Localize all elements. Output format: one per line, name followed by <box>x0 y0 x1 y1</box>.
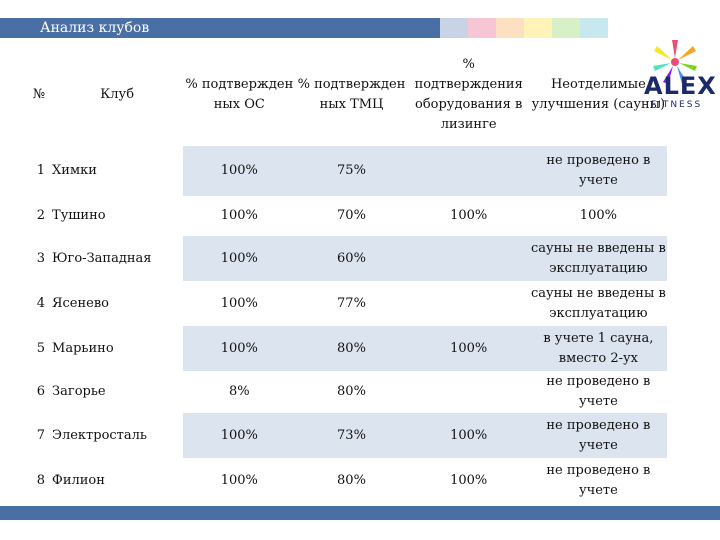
cell-lease: 100% <box>407 413 530 458</box>
cell-tmc: 75% <box>295 146 408 196</box>
cell-num: 6 <box>36 384 46 399</box>
cell-club: Электросталь <box>52 427 147 443</box>
cell-lease: 100% <box>407 326 530 371</box>
table-header-row: № Клуб % подтвержден ных ОС % подтвержде… <box>22 44 667 146</box>
table-row: 3 Юго-Западная 100% 60% сауны не введены… <box>22 236 667 281</box>
cell-sauna: сауны не введены в эксплуатацию <box>529 236 667 281</box>
cell-os: 100% <box>183 413 296 458</box>
swatch <box>552 18 580 38</box>
cell-num: 2 <box>36 208 46 223</box>
cell-lease <box>408 371 530 413</box>
cell-tmc: 70% <box>337 208 366 223</box>
table-row: 7 Электросталь 100% 73% 100% не проведен… <box>22 413 667 458</box>
logo-subtitle: FITNESS <box>651 100 703 110</box>
swatch <box>524 18 552 38</box>
color-swatches <box>440 18 608 38</box>
cell-club: Юго-Западная <box>52 250 152 266</box>
cell-num: 5 <box>36 340 46 356</box>
cell-tmc: 60% <box>295 236 408 281</box>
cell-lease: 100% <box>450 472 488 488</box>
cell-num: 3 <box>36 250 46 266</box>
cell-tmc: 77% <box>337 295 366 311</box>
cell-num: 7 <box>36 427 46 443</box>
cell-club: Филион <box>52 472 105 488</box>
swatch <box>580 18 608 38</box>
swatch <box>496 18 524 38</box>
header-bar <box>0 18 440 38</box>
cell-os: 100% <box>183 326 296 371</box>
cell-os: 100% <box>220 208 258 223</box>
cell-sauna: не проведено в учете <box>546 462 651 498</box>
cell-lease <box>408 281 530 326</box>
swatch <box>468 18 496 38</box>
table-row: 4 Ясенево 100% 77% сауны не введены в эк… <box>22 281 667 326</box>
cell-os: 100% <box>183 236 296 281</box>
cell-sauna: не проведено в учете <box>529 413 667 458</box>
table-row: 8 Филион 100% 80% 100% не проведено в уч… <box>22 458 667 503</box>
cell-os: 100% <box>220 472 258 488</box>
cell-tmc: 80% <box>337 384 366 399</box>
page-title: Анализ клубов <box>40 20 150 36</box>
cell-club: Загорье <box>52 384 106 399</box>
header-club: Клуб <box>100 87 135 102</box>
cell-lease <box>407 146 530 196</box>
swatch <box>440 18 468 38</box>
table-row: 5 Марьино 100% 80% 100% в учете 1 сауна,… <box>22 326 667 371</box>
cell-sauna: 100% <box>579 208 617 223</box>
cell-num: 1 <box>36 163 46 178</box>
footer-bar <box>0 506 720 520</box>
cell-sauna: сауны не введены в эксплуатацию <box>530 285 666 321</box>
cell-lease <box>407 236 530 281</box>
cell-club: Химки <box>52 163 97 178</box>
table-row: 2 Тушино 100% 70% 100% 100% <box>22 196 667 236</box>
cell-club: Марьино <box>52 340 114 356</box>
cell-os: 100% <box>183 146 296 196</box>
cell-tmc: 80% <box>295 326 408 371</box>
cell-tmc: 73% <box>295 413 408 458</box>
header-sauna: Неотделимые улучшения (сауны) <box>531 77 666 112</box>
cell-club: Тушино <box>52 208 106 223</box>
cell-os: 8% <box>229 384 250 399</box>
cell-num: 8 <box>36 472 46 488</box>
header-tmc: % подтвержден ных ТМЦ <box>297 77 406 112</box>
table-row: 1 Химки 100% 75% не проведено в учете <box>22 146 667 196</box>
alex-fitness-logo-icon <box>653 40 697 84</box>
cell-os: 100% <box>220 295 258 311</box>
cell-lease: 100% <box>450 208 488 223</box>
header-lease: % подтверждения оборудования в лизинге <box>414 57 523 132</box>
cell-tmc: 80% <box>337 472 366 488</box>
cell-club: Ясенево <box>52 295 110 311</box>
cell-sauna: не проведено в учете <box>529 146 667 196</box>
cell-num: 4 <box>36 295 46 311</box>
cell-sauna: в учете 1 сауна, вместо 2-ух <box>529 326 667 371</box>
logo-wordmark: ALEX <box>644 72 717 100</box>
header-num: № <box>32 87 46 102</box>
header-os: % подтвержден ных ОС <box>185 77 294 112</box>
clubs-table: № Клуб % подтвержден ных ОС % подтвержде… <box>22 44 667 503</box>
table-row: 6 Загорье 8% 80% не проведено в учете <box>22 371 667 413</box>
cell-sauna: не проведено в учете <box>546 374 651 409</box>
